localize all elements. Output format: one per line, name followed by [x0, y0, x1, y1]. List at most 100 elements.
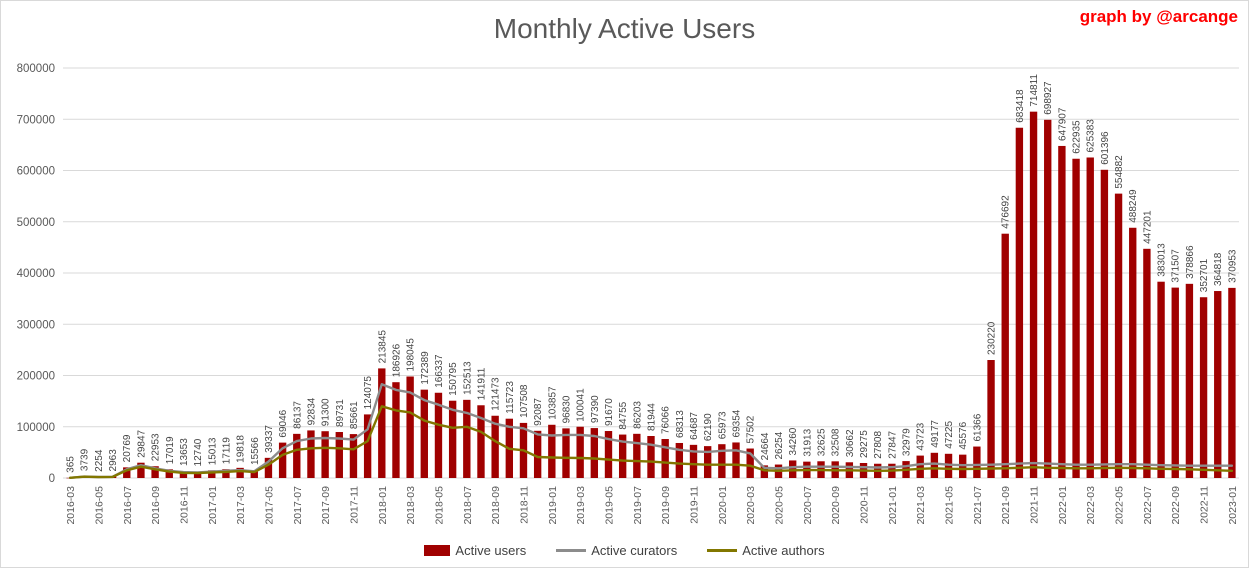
bar-active-users [1199, 297, 1208, 478]
x-axis-tick-label: 2021-03 [915, 486, 927, 525]
bar-data-label: 383013 [1157, 243, 1168, 277]
chart-legend: Active users Active curators Active auth… [1, 543, 1248, 558]
bar-data-label: 601396 [1100, 131, 1111, 165]
bar-data-label: 31913 [802, 428, 813, 456]
x-axis-tick-label: 2021-07 [972, 486, 984, 525]
bar-active-users [916, 455, 924, 478]
bar-active-users [1214, 291, 1222, 478]
bar-active-users [1001, 233, 1009, 478]
bar-data-label: 2254 [94, 449, 105, 472]
x-axis-tick-label: 2020-09 [830, 486, 842, 525]
bar-active-users [746, 448, 754, 478]
bar-data-label: 2963 [108, 449, 119, 472]
bar-data-label: 26254 [774, 431, 785, 459]
line-active-authors [68, 405, 1234, 479]
bar-data-label: 15566 [250, 437, 261, 465]
bar-data-label: 39337 [264, 425, 275, 453]
bar-data-label: 97390 [590, 395, 601, 423]
legend-item-active-authors: Active authors [707, 543, 825, 558]
bar-active-users [151, 466, 159, 478]
x-axis-tick-label: 2018-07 [462, 486, 474, 525]
bar-data-label: 20769 [122, 434, 133, 462]
x-axis-tick-label: 2016-05 [93, 486, 105, 525]
bar-data-label: 61366 [972, 413, 983, 441]
bar-data-label: 124075 [363, 376, 374, 410]
bar-active-users [661, 439, 669, 478]
bar-active-users [293, 433, 301, 478]
y-axis-tick-label: 600000 [17, 166, 55, 178]
bar-data-label: 103857 [547, 386, 558, 420]
bar-active-users [236, 467, 244, 478]
legend-label-active-curators: Active curators [591, 543, 678, 558]
bar-active-users [1086, 157, 1094, 478]
legend-label-active-authors: Active authors [742, 543, 825, 558]
bar-data-label: 198045 [406, 338, 417, 372]
legend-item-active-users: Active users [424, 543, 526, 558]
bar-data-label: 100041 [576, 388, 587, 422]
bar-active-users [193, 471, 202, 478]
credit-text: graph by @arcange [1079, 7, 1238, 26]
bar-data-label: 89731 [335, 399, 346, 427]
line-active-curators [68, 383, 1234, 479]
bar-data-label: 107508 [519, 384, 530, 418]
bar-active-users [732, 442, 740, 478]
bar-data-label: 69046 [278, 409, 289, 437]
bar-data-label: 57502 [746, 415, 757, 443]
bar-active-users [930, 452, 939, 478]
bar-data-label: 121473 [491, 377, 502, 411]
x-axis-tick-label: 2019-01 [547, 486, 559, 525]
bar-data-label: 714811 [1029, 74, 1040, 107]
bar-data-label: 43723 [916, 422, 927, 450]
bar-active-users [1058, 145, 1066, 478]
bar-active-users [137, 462, 145, 478]
bar-data-label: 34260 [788, 427, 799, 455]
bar-active-users [987, 360, 995, 478]
x-axis-tick-label: 2020-07 [802, 486, 814, 525]
y-axis-tick-label: 200000 [17, 371, 55, 383]
y-axis-tick-label: 0 [49, 473, 55, 485]
bar-data-label: 91670 [604, 398, 615, 426]
x-axis-tick-label: 2018-11 [518, 486, 530, 524]
y-axis-tick-label: 700000 [17, 114, 55, 126]
bar-active-users [562, 428, 570, 478]
bar-data-label: 86137 [292, 401, 303, 429]
bar-data-label: 65973 [717, 411, 728, 439]
bar-data-label: 96830 [561, 395, 572, 423]
x-axis-tick-label: 2019-05 [603, 486, 615, 525]
y-axis-tick-label: 400000 [17, 268, 55, 280]
x-axis-tick-label: 2020-01 [717, 486, 729, 525]
x-axis-tick-label: 2017-05 [263, 486, 275, 525]
bar-data-label: 378866 [1185, 245, 1196, 279]
y-axis-tick-label: 100000 [17, 422, 55, 434]
bar-active-users [335, 432, 343, 478]
bar-active-users [1129, 227, 1137, 478]
bar-active-users [420, 389, 428, 478]
bar-data-label: 230220 [987, 321, 998, 355]
bar-active-users [1100, 169, 1109, 478]
bar-active-users [123, 467, 131, 478]
bar-active-users [406, 376, 414, 478]
bar-data-label: 13653 [179, 438, 190, 466]
bar-data-label: 27808 [873, 431, 884, 459]
bar-data-label: 172389 [420, 351, 431, 385]
bar-active-users [179, 471, 188, 478]
bar-active-users [618, 434, 627, 478]
bar-data-label: 49177 [930, 420, 941, 448]
x-axis-tick-label: 2022-05 [1114, 486, 1126, 525]
bar-data-label: 3739 [80, 448, 91, 471]
bar-data-label: 29275 [859, 430, 870, 458]
bar-data-label: 370953 [1227, 249, 1238, 283]
bar-active-users [264, 457, 273, 478]
bar-data-label: 213845 [377, 330, 388, 364]
x-axis-tick-label: 2017-07 [292, 486, 304, 525]
bar-active-users [1157, 281, 1165, 478]
bar-data-label: 15013 [207, 437, 218, 465]
x-axis-tick-label: 2016-11 [178, 486, 190, 524]
bar-active-users [321, 431, 329, 478]
bar-active-users [448, 400, 457, 478]
legend-bar-swatch [424, 545, 451, 556]
bar-data-label: 47225 [944, 421, 955, 449]
bar-data-label: 62190 [703, 413, 714, 441]
x-axis-tick-label: 2019-03 [575, 486, 587, 525]
